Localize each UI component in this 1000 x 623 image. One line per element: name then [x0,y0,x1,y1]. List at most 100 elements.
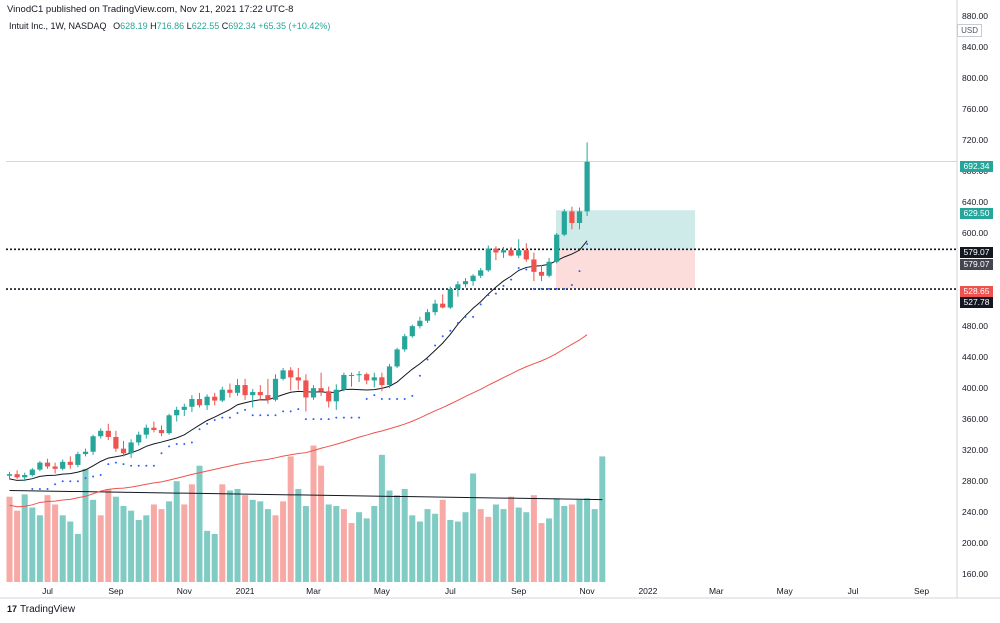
candle-body [288,370,294,378]
y-tick-label: 600.00 [962,228,988,238]
volume-bar [356,512,363,582]
volume-bar [272,515,279,582]
volume-bar [135,519,142,582]
sar-dot [183,442,186,445]
candle-body [234,385,241,393]
volume-bar [470,473,477,582]
candle-body [394,349,400,367]
candle-body [227,389,233,393]
volume-bar [508,496,515,582]
candlesticks [6,142,590,482]
candle-body [113,437,119,449]
volume-bar [386,490,393,582]
candle-body [417,320,423,327]
volume-bar [523,512,530,582]
volume-bar [416,521,423,582]
candle-body [52,466,58,469]
candle-body [424,312,431,321]
y-tick-label: 480.00 [962,321,988,331]
volume-bar [249,499,256,582]
x-tick-label: May [374,586,391,596]
volume-bar [378,454,385,582]
sar-dot [487,294,490,297]
sar-dot [137,464,140,467]
sar-dot [312,418,315,421]
candle-body [485,248,491,271]
volume-bar [333,506,340,582]
profit-zone [556,210,695,250]
candle-body [310,388,317,398]
volume-bar [112,496,119,582]
sar-dot [130,464,133,467]
sar-dot [61,480,64,483]
sar-dot [570,284,573,287]
candle-body [402,336,408,350]
publisher-header: VinodC1 published on TradingView.com, No… [7,4,294,15]
sar-dot [418,374,421,377]
y-tick-label: 240.00 [962,507,988,517]
entry-price-tag: 579.07 [960,247,993,258]
candle-body [257,392,263,396]
sar-dot [403,398,406,401]
x-tick-label: 2022 [638,586,657,596]
sar-dot [365,398,368,401]
candle-body [136,434,142,443]
sar-dot [54,483,57,486]
sar-dot [510,278,513,281]
volume-bar [166,501,173,582]
volume-bar [492,504,499,582]
sar-dot [69,480,72,483]
sar-dot [122,463,125,466]
candle-body [447,288,453,308]
volume-bar [52,504,59,582]
y-tick-label: 160.00 [962,569,988,579]
volume-bar [310,445,317,582]
candle-body [508,250,514,256]
sar-dot [350,416,353,419]
x-tick-label: Jul [445,586,456,596]
candle-body [280,370,286,379]
volume-bar [302,506,309,582]
entry-price-tag-2: 579.07 [960,259,993,270]
sar-dot [502,284,505,287]
currency-button[interactable]: USD [957,24,982,37]
support-price-tag: 527.78 [960,297,993,308]
candle-body [60,461,66,469]
tradingview-brand[interactable]: 17 TradingView [7,604,75,615]
candle-body [386,366,393,386]
sar-dot [426,358,429,361]
volume-bar [158,509,165,582]
volume-bar [6,496,13,582]
candle-body [105,430,111,438]
candle-body [348,374,355,376]
y-tick-label: 720.00 [962,135,988,145]
volume-bar [44,495,51,582]
volume-bar [287,456,294,582]
sar-dot [175,442,178,445]
candle-body [531,259,537,272]
ohlc-open: 628.19 [120,21,148,31]
candle-body [409,326,415,337]
candle-body [37,462,43,470]
sar-dot [517,266,520,269]
target-price-tag: 629.50 [960,208,993,219]
sar-dot [563,287,566,290]
candle-body [44,462,51,467]
symbol-name: Intuit Inc., 1W, NASDAQ [9,21,107,31]
y-tick-label: 320.00 [962,445,988,455]
sar-dot [532,287,535,290]
ohlc-low-label: L [186,21,192,31]
sar-dot [297,408,300,411]
candle-body [67,461,73,465]
sar-dot [92,475,95,478]
y-tick-label: 640.00 [962,197,988,207]
sar-dot [244,408,247,411]
volume-bar [348,523,355,582]
y-tick-label: 360.00 [962,414,988,424]
candle-body [569,211,575,224]
sar-dot [320,418,323,421]
sar-dot [213,418,216,421]
sar-dot [145,464,148,467]
x-tick-label: May [777,586,794,596]
